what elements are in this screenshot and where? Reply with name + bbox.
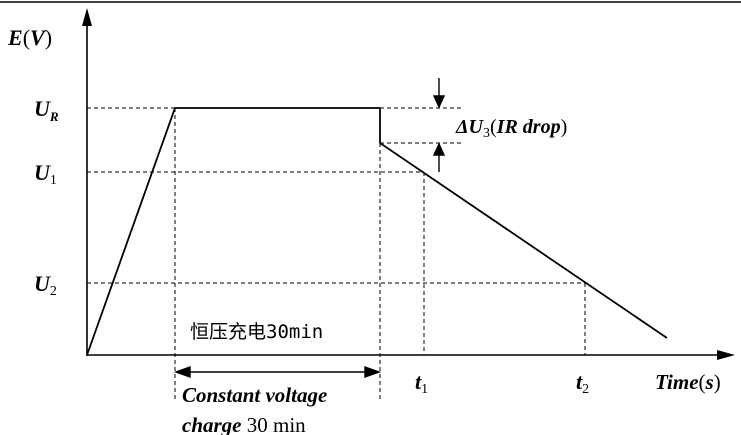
y-axis-arrow [82, 8, 92, 26]
cv-label-english-line2: charge 30 min [182, 413, 306, 435]
label-u2: U2 [34, 271, 57, 299]
x-axis-label-open: ( [699, 370, 706, 394]
label-ur-sub: R [49, 109, 59, 124]
x-axis-label: Time(s) [655, 370, 721, 394]
cv-label-chinese: 恒压充电30min [190, 321, 323, 343]
label-ur-main: U [34, 96, 51, 121]
y-axis-label-close: ) [45, 25, 52, 50]
ir-drop-label: ΔU3(IR drop) [455, 116, 567, 141]
y-axis-label: E(V) [7, 25, 52, 50]
cv-label-english-bold: charge [182, 413, 242, 435]
cv-label-english-rest: 30 min [242, 413, 307, 435]
y-axis-label-open: ( [23, 25, 30, 50]
cv-duration-arrow [173, 366, 382, 378]
label-t1-sub: 1 [421, 382, 428, 397]
ir-drop-open: ( [490, 116, 497, 138]
label-t2-sub: 2 [582, 382, 589, 397]
ir-arrow-up-head [432, 142, 446, 156]
ir-drop-close: ) [561, 116, 568, 138]
voltage-curve [86, 107, 668, 356]
ir-drop-arrows [432, 78, 446, 172]
label-t1: t1 [415, 369, 428, 397]
ir-drop-sub: 3 [483, 126, 490, 141]
cv-arrow-left-head [173, 366, 191, 378]
ir-arrow-down-head [432, 95, 446, 109]
cv-arrow-right-head [364, 366, 382, 378]
label-u1-sub: 1 [50, 173, 57, 188]
ir-drop-text: IR drop [496, 116, 561, 138]
label-ur: UR [34, 96, 59, 124]
x-axis-label-main: Time [655, 370, 699, 394]
label-t1-main: t [415, 369, 422, 394]
x-axis-arrow [717, 350, 735, 360]
dashed-guides [87, 107, 586, 400]
ir-drop-delta: ΔU [455, 116, 485, 138]
label-u1: U1 [34, 160, 57, 188]
label-u2-main: U [34, 271, 51, 296]
x-axis-label-unit: s [705, 370, 714, 394]
cv-label-english-line1: Constant voltage [182, 383, 327, 407]
y-axis-label-unit: V [30, 25, 47, 50]
label-u2-sub: 2 [50, 284, 57, 299]
y-axis-label-main: E [7, 25, 23, 50]
label-t2-main: t [576, 369, 583, 394]
label-u1-main: U [34, 160, 51, 185]
x-axis-label-close: ) [714, 370, 721, 394]
label-t2: t2 [576, 369, 589, 397]
